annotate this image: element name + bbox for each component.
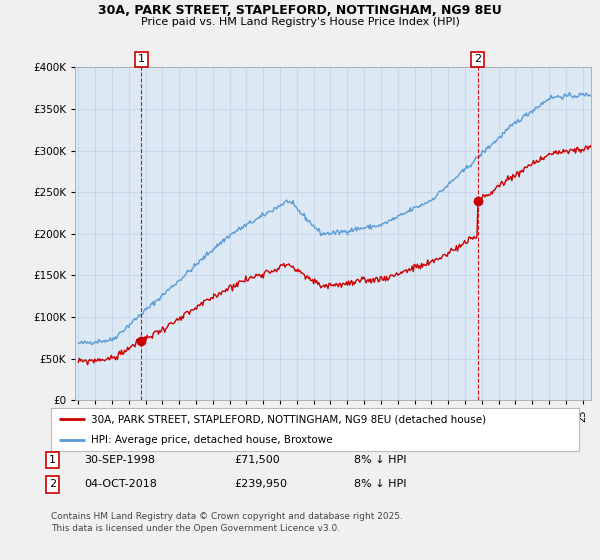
Text: 30A, PARK STREET, STAPLEFORD, NOTTINGHAM, NG9 8EU: 30A, PARK STREET, STAPLEFORD, NOTTINGHAM… — [98, 4, 502, 17]
Text: 1: 1 — [49, 455, 56, 465]
Text: 2: 2 — [474, 54, 481, 64]
Text: 30A, PARK STREET, STAPLEFORD, NOTTINGHAM, NG9 8EU (detached house): 30A, PARK STREET, STAPLEFORD, NOTTINGHAM… — [91, 414, 486, 424]
Text: £239,950: £239,950 — [234, 479, 287, 489]
Text: £71,500: £71,500 — [234, 455, 280, 465]
Text: 1: 1 — [138, 54, 145, 64]
Text: Price paid vs. HM Land Registry's House Price Index (HPI): Price paid vs. HM Land Registry's House … — [140, 17, 460, 27]
Text: 30-SEP-1998: 30-SEP-1998 — [84, 455, 155, 465]
Text: 2: 2 — [49, 479, 56, 489]
Text: Contains HM Land Registry data © Crown copyright and database right 2025.
This d: Contains HM Land Registry data © Crown c… — [51, 512, 403, 533]
Text: HPI: Average price, detached house, Broxtowe: HPI: Average price, detached house, Brox… — [91, 435, 332, 445]
Text: 04-OCT-2018: 04-OCT-2018 — [84, 479, 157, 489]
Text: 8% ↓ HPI: 8% ↓ HPI — [354, 455, 407, 465]
Text: 8% ↓ HPI: 8% ↓ HPI — [354, 479, 407, 489]
